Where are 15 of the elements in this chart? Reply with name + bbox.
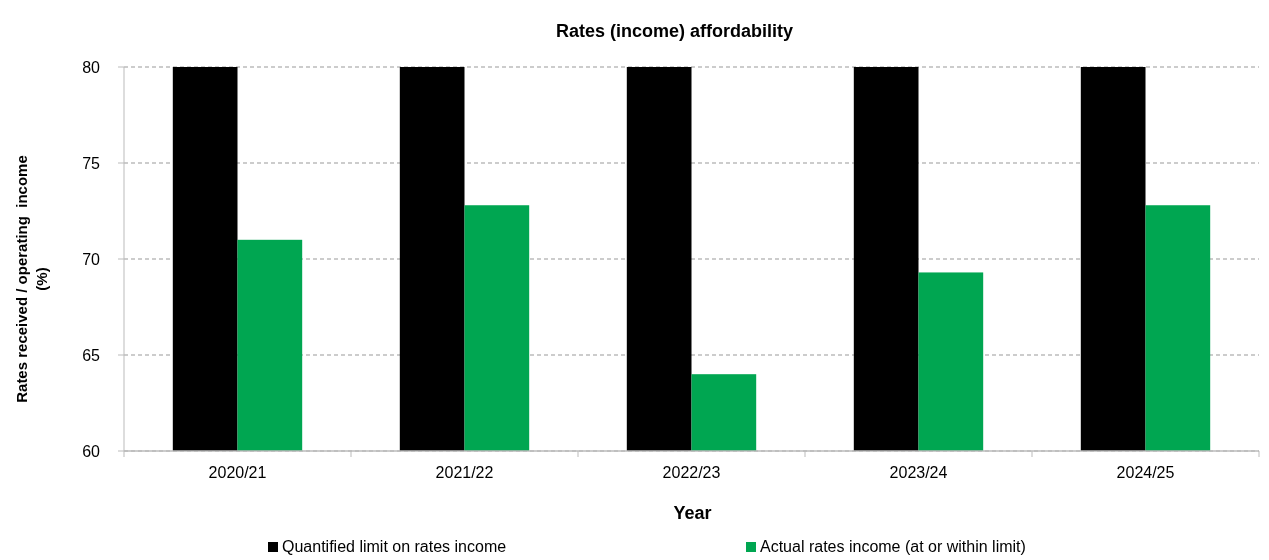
legend-label: Quantified limit on rates income: [282, 538, 507, 555]
chart-title: Rates (income) affordability: [555, 21, 794, 41]
y-tick-label: 60: [82, 442, 101, 460]
x-tick-label: 2023/24: [889, 464, 948, 481]
x-axis-title: Year: [673, 503, 712, 523]
y-axis-title: Rates received / operating income (%): [13, 155, 50, 403]
x-tick-label: 2020/21: [208, 464, 267, 481]
x-tick-label: 2021/22: [435, 464, 494, 481]
y-tick-label: 80: [82, 58, 101, 76]
y-tick-label: 75: [82, 154, 101, 172]
y-tick-label: 70: [82, 250, 101, 268]
x-tick-label: 2024/25: [1116, 464, 1175, 481]
x-tick-label: 2022/23: [662, 464, 721, 481]
legend-label: Actual rates income (at or within limit): [760, 538, 1026, 555]
y-tick-label: 65: [82, 346, 101, 364]
